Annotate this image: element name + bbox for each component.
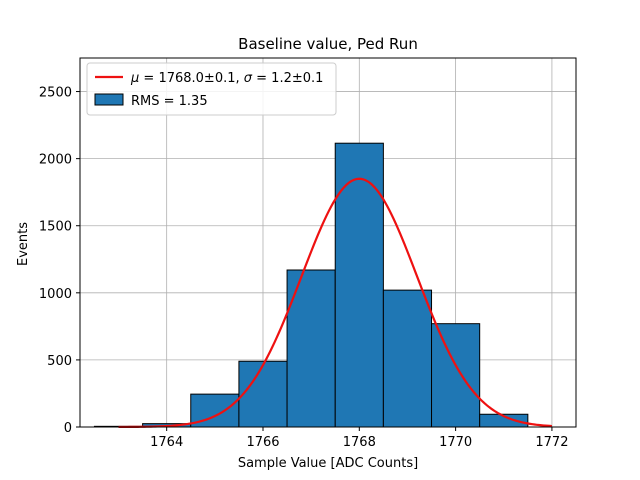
y-tick-label: 0 (64, 421, 72, 436)
x-axis-label: Sample Value [ADC Counts] (238, 456, 418, 471)
chart-title: Baseline value, Ped Run (238, 35, 418, 53)
legend-hist-label: RMS = 1.35 (131, 94, 208, 109)
y-axis-label: Events (16, 222, 31, 266)
x-tick-label: 1766 (246, 435, 279, 450)
legend-fit-label: μ = 1768.0±0.1, σ = 1.2±0.1 (130, 71, 323, 86)
legend-sigma-value: = 1.2±0.1 (252, 71, 323, 86)
histogram-bar (334, 142, 384, 428)
x-tick-label: 1768 (343, 435, 376, 450)
y-tick-label: 500 (47, 354, 72, 369)
legend-box (86, 62, 337, 116)
gaussian-fit-line (118, 177, 552, 429)
y-tick-label: 1000 (39, 287, 72, 302)
legend-sigma-symbol: σ (244, 71, 253, 86)
y-tick-label: 2500 (39, 86, 72, 101)
y-tick-label: 1500 (39, 220, 72, 235)
legend: μ = 1768.0±0.1, σ = 1.2±0.1 RMS = 1.35 (86, 62, 337, 116)
histogram-bar (431, 323, 481, 428)
histogram-bar (238, 360, 288, 428)
histogram-bars (93, 142, 529, 428)
axis-ticks: 1764 1766 1768 1770 1772 0 500 1000 1500 2000 2500 (39, 86, 569, 450)
x-tick-label: 1772 (535, 435, 568, 450)
x-tick-label: 1770 (439, 435, 472, 450)
x-tick-label: 1764 (150, 435, 183, 450)
histogram-bar (382, 289, 433, 428)
plot-frame (79, 57, 577, 428)
legend-hist-swatch (94, 93, 124, 106)
legend-mu-symbol: μ (130, 71, 139, 86)
legend-mu-value: = 1768.0±0.1, (139, 71, 243, 86)
y-tick-label: 2000 (39, 153, 72, 168)
